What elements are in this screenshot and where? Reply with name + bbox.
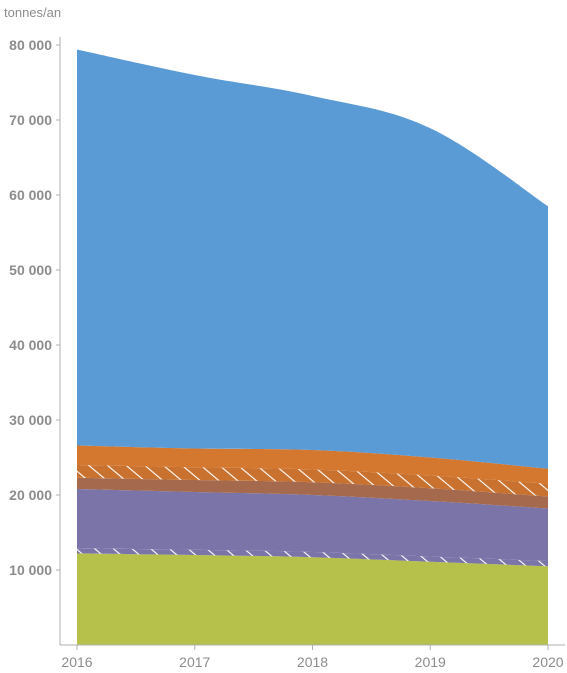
y-axis-unit-label: tonnes/an: [4, 5, 61, 20]
y-tick-label: 10 000: [9, 562, 52, 578]
area-series-7: [77, 49, 548, 469]
area-series-2: [77, 548, 548, 567]
x-tick-label: 2016: [61, 654, 92, 670]
y-tick-label: 50 000: [9, 262, 52, 278]
area-series-5: [77, 465, 548, 497]
area-series-1: [77, 553, 548, 645]
x-tick-label: 2017: [179, 654, 210, 670]
x-tick-label: 2019: [415, 654, 446, 670]
y-tick-label: 20 000: [9, 487, 52, 503]
x-tick-label: 2018: [297, 654, 328, 670]
y-tick-label: 80 000: [9, 37, 52, 53]
area-series-3: [77, 489, 548, 561]
y-tick-label: 30 000: [9, 412, 52, 428]
axis-layer: 10 000 20 000 30 000 40 000 50 000 60 000 70 0…: [9, 37, 565, 670]
y-tick-label: 70 000: [9, 112, 52, 128]
x-tick-label: 2020: [532, 654, 563, 670]
area-series-6: [77, 445, 548, 484]
areas-layer: [77, 49, 548, 645]
area-series-4: [77, 477, 548, 509]
y-tick-label: 60 000: [9, 187, 52, 203]
y-tick-label: 40 000: [9, 337, 52, 353]
